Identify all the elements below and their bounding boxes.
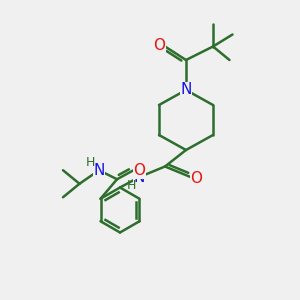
Text: N: N: [180, 82, 192, 98]
Text: O: O: [154, 38, 166, 53]
Text: N: N: [134, 169, 145, 184]
Text: O: O: [134, 163, 146, 178]
Text: N: N: [93, 163, 105, 178]
Text: H: H: [126, 179, 136, 192]
Text: H: H: [85, 156, 95, 169]
Text: O: O: [190, 171, 202, 186]
